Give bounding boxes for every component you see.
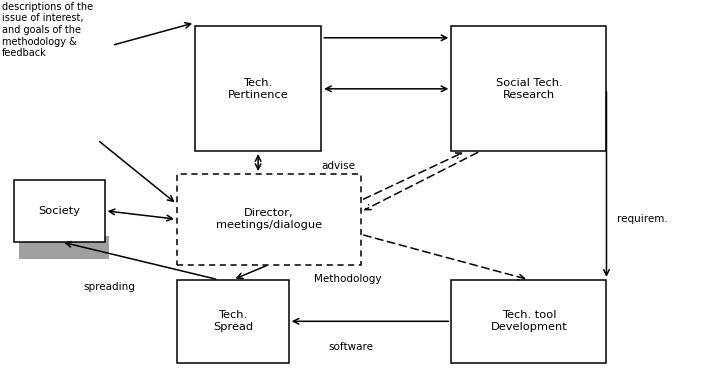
FancyBboxPatch shape <box>451 280 606 363</box>
FancyBboxPatch shape <box>451 26 606 151</box>
Text: Methodology: Methodology <box>314 274 381 284</box>
Text: Tech.
Spread: Tech. Spread <box>213 310 253 332</box>
Text: advise: advise <box>321 161 355 170</box>
FancyBboxPatch shape <box>19 236 109 259</box>
FancyBboxPatch shape <box>177 174 361 265</box>
Text: Director,
meetings/dialogue: Director, meetings/dialogue <box>216 208 322 230</box>
Text: Tech.
Pertinence: Tech. Pertinence <box>227 78 289 100</box>
FancyBboxPatch shape <box>177 280 289 363</box>
Text: Society: Society <box>38 206 81 216</box>
Text: requirem.: requirem. <box>617 214 668 223</box>
Text: descriptions of the
issue of interest,
and goals of the
methodology &
feedback: descriptions of the issue of interest, a… <box>2 2 93 58</box>
Text: Social Tech.
Research: Social Tech. Research <box>495 78 562 100</box>
Text: spreading: spreading <box>83 282 135 291</box>
FancyBboxPatch shape <box>14 180 105 242</box>
Text: software: software <box>329 342 373 352</box>
FancyBboxPatch shape <box>195 26 321 151</box>
Text: Tech. tool
Development: Tech. tool Development <box>490 310 567 332</box>
